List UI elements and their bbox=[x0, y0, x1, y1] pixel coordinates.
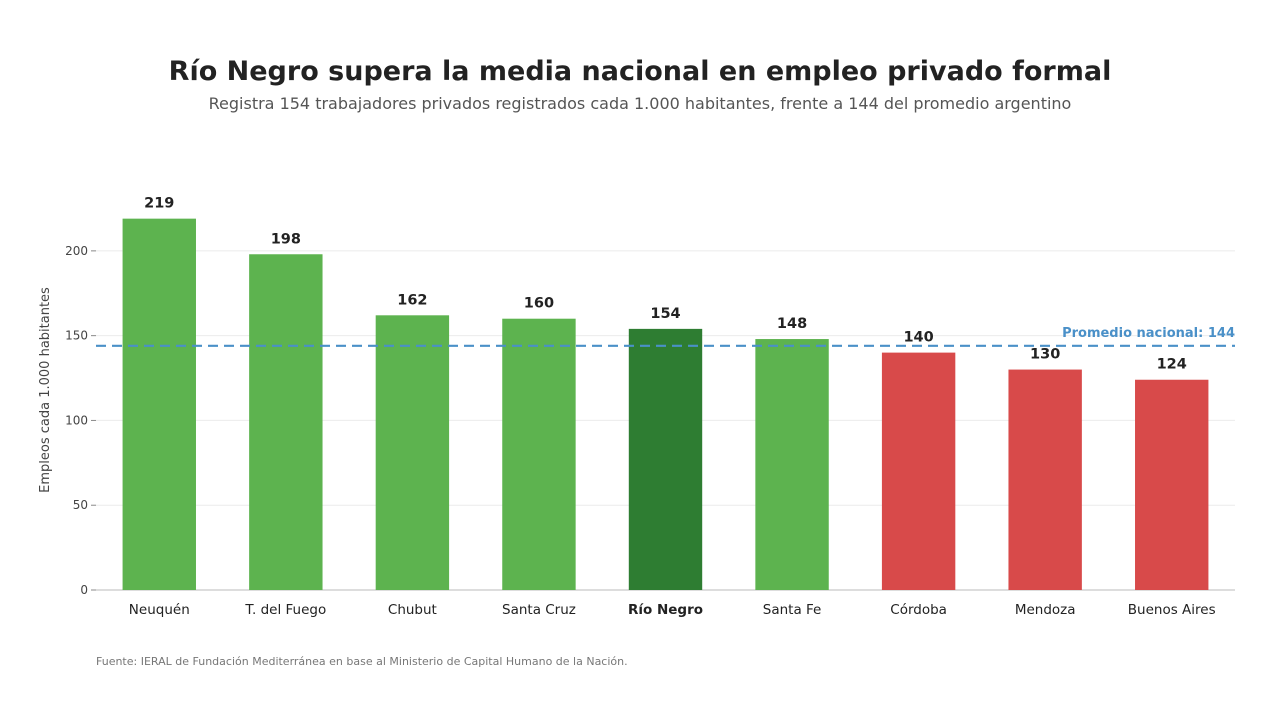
category-label-t-del-fuego: T. del Fuego bbox=[244, 602, 326, 618]
bar-chubut bbox=[375, 315, 450, 590]
y-axis-label: Empleos cada 1.000 habitantes bbox=[38, 287, 53, 493]
bar-mendoza bbox=[1008, 369, 1082, 590]
value-label-mendoza: 130 bbox=[1030, 347, 1060, 363]
bar-cordoba bbox=[881, 352, 956, 590]
bar-buenos-aires bbox=[1135, 379, 1209, 590]
bars bbox=[122, 218, 1209, 591]
bar-santa-fe bbox=[755, 339, 829, 590]
value-label-rio-negro: 154 bbox=[650, 306, 680, 322]
bar-t-del-fuego bbox=[249, 254, 323, 590]
y-tick-label-0: 0 bbox=[80, 583, 88, 597]
category-label-rio-negro: Río Negro bbox=[628, 602, 703, 618]
value-label-neuquen: 219 bbox=[144, 196, 174, 212]
bar-rio-negro bbox=[628, 328, 703, 590]
value-label-santa-cruz: 160 bbox=[524, 296, 554, 312]
y-tick-label-50: 50 bbox=[73, 498, 88, 512]
category-label-neuquen: Neuquén bbox=[129, 602, 190, 618]
category-label-cordoba: Córdoba bbox=[890, 602, 947, 618]
value-label-cordoba: 140 bbox=[903, 330, 933, 346]
value-label-santa-fe: 148 bbox=[777, 316, 807, 332]
value-label-buenos-aires: 124 bbox=[1157, 357, 1187, 373]
source-note: Fuente: IERAL de Fundación Mediterránea … bbox=[96, 655, 628, 668]
category-label-buenos-aires: Buenos Aires bbox=[1128, 602, 1216, 618]
labels: 0 50 100 150 200 219 Neuquén 198 T. del Fuego 162… bbox=[65, 196, 1235, 618]
bar-santa-cruz bbox=[502, 318, 576, 590]
value-label-t-del-fuego: 198 bbox=[271, 231, 301, 247]
category-label-mendoza: Mendoza bbox=[1015, 602, 1076, 618]
value-label-chubut: 162 bbox=[397, 292, 427, 308]
category-label-santa-cruz: Santa Cruz bbox=[502, 602, 576, 618]
national-average-label: Promedio nacional: 144 bbox=[1062, 326, 1235, 341]
y-tick-label-150: 150 bbox=[65, 329, 88, 343]
category-label-santa-fe: Santa Fe bbox=[763, 602, 822, 618]
y-tick-label-100: 100 bbox=[65, 413, 88, 427]
bar-neuquen bbox=[122, 218, 196, 591]
chart-title: Río Negro supera la media nacional en em… bbox=[168, 56, 1112, 87]
y-tick-label-200: 200 bbox=[65, 244, 88, 258]
chart-subtitle: Registra 154 trabajadores privados regis… bbox=[208, 94, 1072, 113]
category-label-chubut: Chubut bbox=[388, 602, 437, 618]
